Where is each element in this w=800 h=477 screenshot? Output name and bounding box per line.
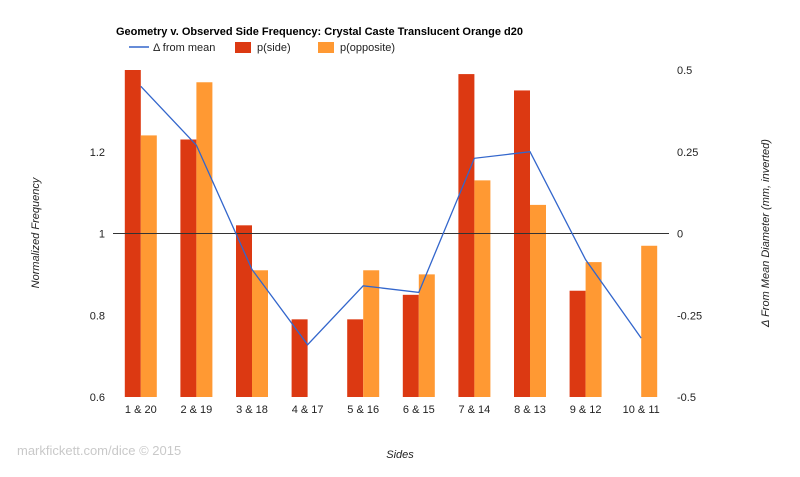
x-tick-label: 10 & 11	[623, 404, 660, 416]
x-tick-label: 2 & 19	[180, 404, 212, 416]
bar-opposite-5	[363, 270, 380, 397]
y-tick-label: 1.2	[90, 147, 105, 159]
y2-tick-label: -0.25	[677, 310, 702, 322]
bar-opposite-2	[196, 82, 213, 397]
bar-opposite-10	[641, 245, 658, 397]
x-tick-label: 6 & 15	[403, 404, 435, 416]
bar-opposite-1	[140, 135, 157, 397]
bar-side-9	[569, 290, 586, 397]
bar-side-4	[291, 319, 308, 397]
bar-side-5	[347, 319, 364, 397]
y2-axis-title: Δ From Mean Diameter (mm, inverted)	[760, 139, 772, 328]
x-tick-label: 4 & 17	[292, 404, 324, 416]
bar-opposite-8	[530, 204, 546, 397]
legend-label: p(opposite)	[340, 42, 395, 54]
credit: markfickett.com/dice © 2015	[17, 443, 182, 458]
y-axis-title: Normalized Frequency	[30, 176, 42, 288]
y-tick-label: 0.8	[90, 310, 105, 322]
legend-swatch-bar	[318, 42, 334, 53]
x-tick-label: 3 & 18	[236, 404, 268, 416]
x-tick-label: 9 & 12	[570, 404, 602, 416]
y-tick-label: 0.6	[90, 392, 105, 404]
line-layer	[140, 85, 642, 346]
bar-opposite-9	[585, 262, 602, 397]
x-tick-label: 5 & 16	[347, 404, 379, 416]
x-axis-title: Sides	[386, 449, 414, 461]
x-tick-label: 8 & 13	[514, 404, 546, 416]
bars	[124, 70, 658, 398]
y2-tick-label: 0	[677, 229, 683, 241]
tick-labels: 1 & 20 2 & 19 3 & 18 4 & 17 5 & 16 6 & 15 7 & …	[90, 65, 702, 416]
bar-opposite-6	[418, 274, 435, 397]
bar-side-3	[236, 225, 252, 397]
y2-tick-label: 0.5	[677, 65, 692, 77]
legend-label: Δ from mean	[153, 42, 215, 54]
y2-tick-label: -0.5	[677, 392, 696, 404]
bar-opposite-3	[252, 270, 268, 397]
bar-side-7	[458, 74, 475, 398]
chart-title: Geometry v. Observed Side Frequency: Cry…	[116, 26, 523, 38]
bar-side-2	[180, 139, 197, 398]
x-tick-label: 1 & 20	[125, 404, 157, 416]
bar-opposite-7	[474, 180, 491, 397]
bar-side-6	[402, 294, 419, 397]
legend: Δ from mean p(side) p(opposite)	[129, 42, 395, 54]
legend-label: p(side)	[257, 42, 291, 54]
bar-side-8	[514, 90, 530, 397]
y2-tick-label: 0.25	[677, 147, 698, 159]
legend-swatch-bar	[235, 42, 251, 53]
delta-line	[140, 85, 642, 346]
x-tick-label: 7 & 14	[458, 404, 490, 416]
y-tick-label: 1	[99, 229, 105, 241]
